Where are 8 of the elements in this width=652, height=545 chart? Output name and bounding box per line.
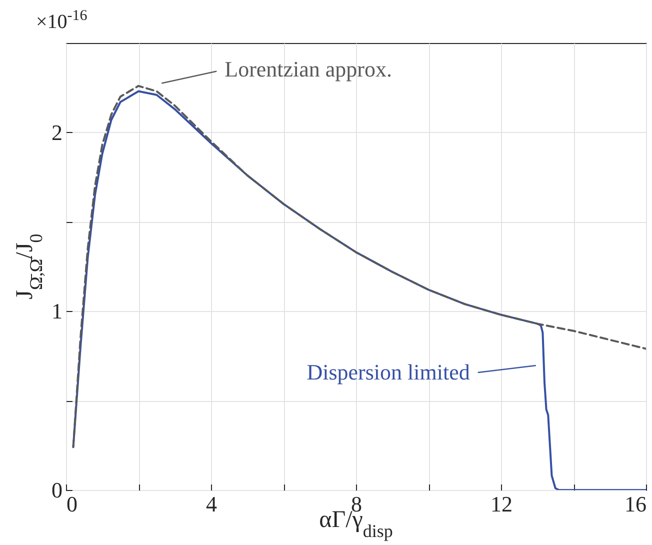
x-tick-label: 12 (490, 492, 512, 516)
y-tick-label: 2 (52, 120, 62, 145)
text: ×10$^{-16}$ (36, 8, 88, 33)
x-tick-label: 16 (624, 492, 646, 516)
x-tick-label: 4 (206, 492, 217, 516)
y-tick-label: 1 (52, 298, 62, 324)
legend-label: Lorentzian approx. (224, 56, 392, 82)
text: Dispersion limited (306, 360, 470, 385)
